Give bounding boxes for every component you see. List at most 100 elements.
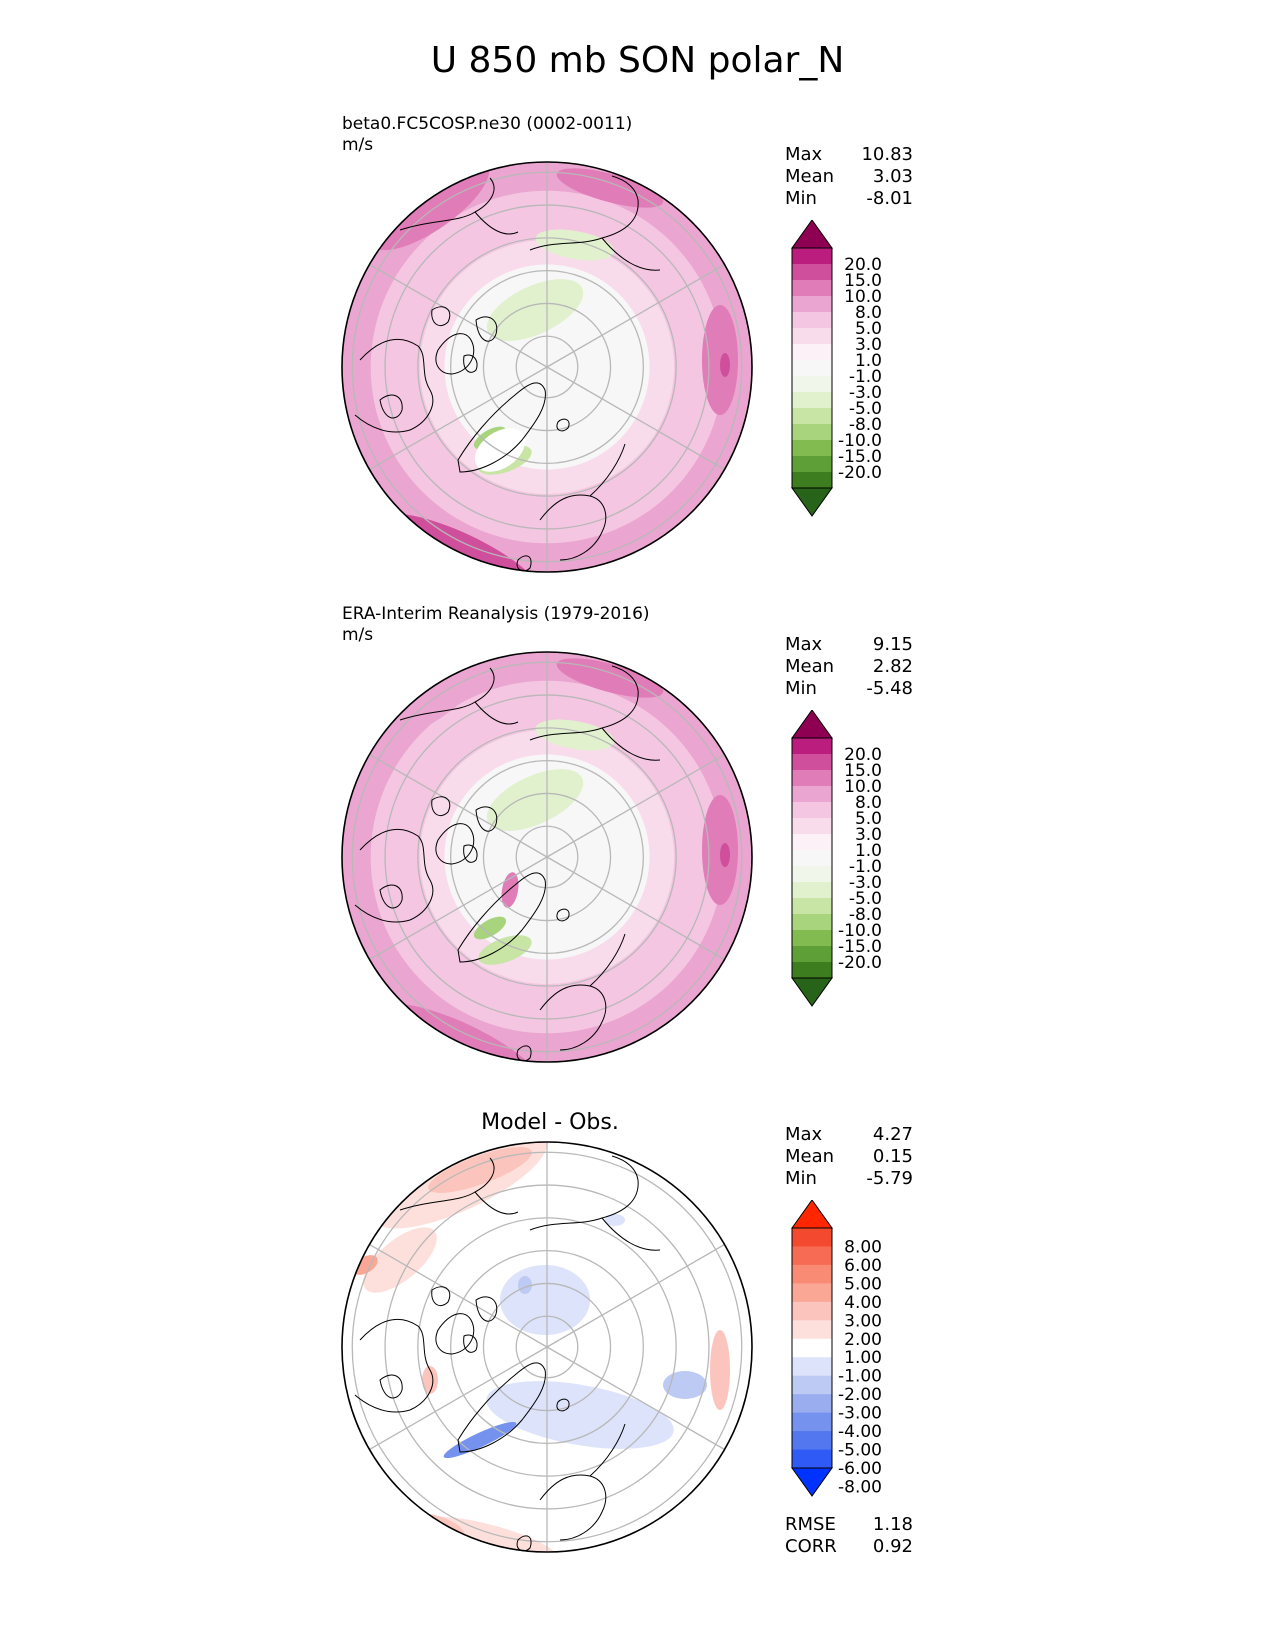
coastline-segment: [529, 1155, 639, 1231]
contour-blob-positive: [363, 1227, 437, 1293]
contour-blob-greenland: [474, 428, 526, 472]
coastline-segment: [529, 175, 639, 251]
contour-blob-negative: [663, 1371, 707, 1399]
colorbar-tick-label: 20.0: [844, 745, 882, 765]
colorbar-segment: [792, 296, 832, 313]
colorbar-segment: [792, 946, 832, 963]
colorbar-frame: [791, 1227, 833, 1469]
longitude-line: [369, 381, 521, 471]
colorbar-tick-label: 5.00: [844, 1274, 882, 1294]
panel-3-colorbar: 8.006.005.004.003.002.001.00-1.00-2.00-3…: [791, 1200, 882, 1497]
colorbar-segment: [792, 1283, 832, 1303]
coastline-segment: [539, 1474, 607, 1541]
contour-blob-negative: [500, 1265, 590, 1335]
colorbar-segment: [792, 850, 832, 867]
colorbar-segment: [792, 440, 832, 457]
contour-blob-jet: [556, 658, 664, 698]
colorbar-extend-bottom: [791, 1467, 833, 1497]
coastline-segment: [457, 382, 546, 473]
colorbar-tick-label: 3.00: [844, 1311, 882, 1331]
colorbar-1: 20.015.010.08.05.03.01.0-1.0-3.0-5.0-8.0…: [791, 710, 882, 1007]
colorbar-segment: [792, 786, 832, 803]
map-boundary: [341, 651, 753, 1063]
coastline-segment: [601, 727, 661, 761]
contour-blob-positive: [710, 1330, 730, 1410]
longitude-line: [573, 871, 725, 961]
colorbar-tick-label: -3.00: [838, 1404, 882, 1424]
contour-blob-jet: [720, 843, 730, 867]
colorbar-segment: [792, 1394, 832, 1414]
colorbar-segment: [792, 1246, 832, 1266]
coastlines: [354, 1155, 661, 1552]
coastline-segment: [539, 494, 607, 561]
panel-1-stats: Max 10.83 Mean 3.03 Min -8.01: [785, 144, 913, 210]
coastline-segment: [435, 1313, 475, 1355]
longitude-line: [546, 1346, 574, 1363]
colorbar-segment: [792, 328, 832, 345]
stat-label-max: Max: [785, 1124, 823, 1145]
stat-label-min: Min: [785, 1168, 817, 1189]
stat-min: -5.79: [866, 1168, 913, 1189]
coastline-segment: [474, 701, 519, 725]
colorbar-tick-label: 15.0: [844, 271, 882, 291]
panel-3-stats: Max 4.27 Mean 0.15 Min -5.79: [785, 1124, 913, 1190]
panel-2-units: m/s: [342, 625, 374, 645]
colorbar-tick-label: 4.00: [844, 1293, 882, 1313]
coastline-segment: [474, 1191, 519, 1215]
colorbar-extend-top: [791, 710, 833, 739]
coastline-segment: [463, 354, 478, 373]
coastline-segment: [516, 555, 532, 572]
contour-blob-jet: [702, 305, 738, 415]
longitude-line: [520, 856, 548, 873]
coastline-segment: [463, 1334, 478, 1353]
colorbar-segment: [792, 360, 832, 377]
coastline-segment: [463, 844, 478, 863]
panel-1-map: [341, 161, 753, 573]
colorbar-tick-label: -10.0: [838, 431, 882, 451]
colorbar-segment: [792, 770, 832, 787]
coastline-segment: [431, 1286, 451, 1306]
colorbar-tick-label: -20.0: [838, 463, 882, 483]
longitude-line: [573, 1361, 725, 1451]
colorbar-tick-label: -6.00: [838, 1459, 882, 1479]
colorbar-tick-label: -1.0: [849, 857, 882, 877]
coastlines: [354, 665, 661, 1062]
coastline-segment: [354, 338, 434, 433]
colorbar-0: 20.015.010.08.05.03.01.0-1.0-3.0-5.0-8.0…: [791, 220, 882, 517]
longitude-line: [369, 1361, 521, 1451]
longitude-line: [520, 1346, 548, 1363]
colorbar-extend-bottom: [791, 487, 833, 517]
coastline-segment: [601, 237, 661, 271]
metric-rmse: 1.18: [872, 1514, 913, 1535]
colorbar-segment: [792, 834, 832, 851]
graticule: [351, 162, 743, 572]
contour-blob-easterly: [473, 916, 507, 940]
colorbar-segment: [792, 898, 832, 915]
colorbar-tick-label: -3.0: [849, 383, 882, 403]
map-boundary: [341, 1141, 753, 1553]
stat-mean: 3.03: [872, 166, 913, 187]
panel-2-stats: Max 9.15 Mean 2.82 Min -5.48: [785, 634, 913, 700]
colorbar-segment: [792, 882, 832, 899]
longitude-line: [369, 753, 521, 843]
colorbar-extend-top: [791, 1200, 833, 1229]
coastline-segment: [457, 872, 546, 963]
stat-min: -5.48: [866, 678, 913, 699]
contour-blob-positive: [422, 1366, 438, 1394]
colorbar-tick-label: -15.0: [838, 447, 882, 467]
contour-blob-positive: [428, 1147, 532, 1193]
colorbar-segment: [792, 424, 832, 441]
colorbar-tick-label: 8.0: [855, 793, 882, 813]
colorbar-tick-label: 10.0: [844, 777, 882, 797]
colorbar-tick-label: 1.0: [855, 841, 882, 861]
colorbar-tick-label: 20.0: [844, 255, 882, 275]
colorbar-segment: [792, 1357, 832, 1377]
panel-2-map: [341, 651, 753, 1063]
coastline-segment: [589, 1423, 626, 1477]
colorbar-segment: [792, 1264, 832, 1284]
contour-blob-easterly: [486, 279, 584, 341]
colorbar-frame: [791, 737, 833, 979]
colorbar-extend-bottom: [791, 977, 833, 1007]
coastline-segment: [435, 823, 475, 865]
colorbar-tick-label: -8.0: [849, 415, 882, 435]
